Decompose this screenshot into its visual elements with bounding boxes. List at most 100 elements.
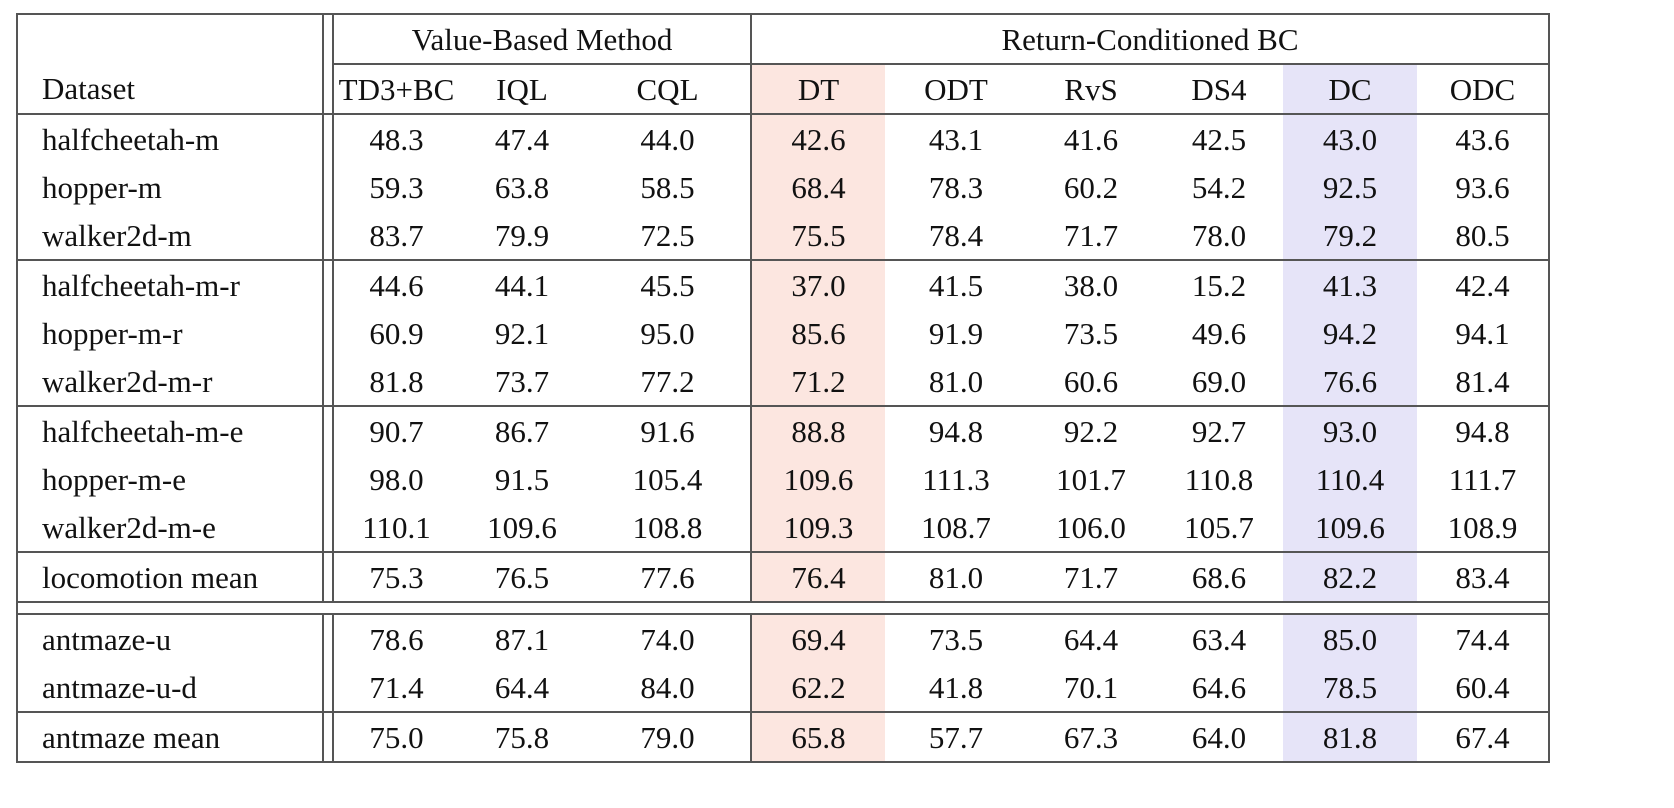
cell-td3bc: 75.0	[333, 711, 459, 763]
cell-rvs: 71.7	[1063, 217, 1119, 253]
cell-td3bc: 81.8	[369, 363, 424, 399]
table-row: locomotion mean 75.3 76.5 77.6 76.4 81.0 71.7 6…	[17, 551, 1549, 602]
cell-dt: 62.2	[750, 663, 885, 712]
table-block: halfcheetah-m-e 90.7 86.7 91.6 88.8 94.8 92.2 9…	[17, 405, 1549, 552]
table-row: walker2d-m-e 110.1 109.6 108.8 109.3 108.7 106…	[17, 503, 1549, 552]
cell-odc: 93.6	[1455, 169, 1510, 205]
cell-cql: 95.0	[640, 315, 695, 351]
row-dataset-name: halfcheetah-m	[17, 113, 323, 163]
cell-dt: 42.6	[750, 113, 885, 163]
cell-dt: 88.8	[750, 405, 885, 455]
cell-dt: 75.5	[750, 211, 885, 260]
cell-td3bc: 59.3	[369, 169, 424, 205]
cell-dc: 78.5	[1283, 663, 1417, 712]
table-row: walker2d-m-r 81.8 73.7 77.2 71.2 81.0 60.6 69.0…	[17, 357, 1549, 406]
cell-iql: 63.8	[494, 169, 550, 205]
cell-iql: 75.8	[459, 711, 585, 763]
cell-ds4: 110.8	[1184, 461, 1254, 497]
cell-dt: 68.4	[750, 163, 885, 211]
cell-iql: 47.4	[459, 113, 585, 163]
cell-rvs: 92.2	[1027, 405, 1155, 455]
table-row: antmaze-u 78.6 87.1 74.0 69.4 73.5 64.4 63.4 85.…	[17, 613, 1549, 663]
row-dataset-name: locomotion mean	[17, 551, 323, 602]
cell-rvs: 71.7	[1027, 551, 1155, 602]
cell-rvs: 106.0	[1056, 509, 1126, 545]
cell-ds4: 78.0	[1191, 217, 1247, 253]
column-header-dataset: Dataset	[42, 71, 135, 106]
cell-cql: 91.6	[585, 405, 751, 455]
cell-cql: 105.4	[632, 461, 703, 497]
cell-odc: 83.4	[1417, 551, 1549, 602]
table-block: halfcheetah-m-r 44.6 44.1 45.5 37.0 41.5 38.0 1…	[17, 259, 1549, 406]
cell-dc: 92.5	[1283, 163, 1417, 211]
cell-dt: 69.4	[750, 613, 885, 663]
cell-iql: 79.9	[494, 217, 550, 253]
cell-odt: 78.3	[928, 169, 984, 205]
row-dataset-name: hopper-m	[42, 169, 162, 205]
column-header-dt: DT	[750, 63, 885, 114]
column-header-dc: DC	[1283, 63, 1417, 114]
column-header-rvs: RvS	[1027, 63, 1155, 114]
cell-rvs: 70.1	[1063, 669, 1119, 705]
column-header-ds4: DS4	[1155, 63, 1283, 114]
cell-td3bc: 110.1	[362, 509, 431, 545]
cell-rvs: 60.6	[1063, 363, 1119, 399]
cell-odt: 41.8	[928, 669, 984, 705]
cell-odt: 108.7	[921, 509, 991, 545]
cell-odc: 81.4	[1455, 363, 1510, 399]
cell-dc: 82.2	[1283, 551, 1417, 602]
cell-td3bc: 90.7	[333, 405, 459, 455]
cell-odt: 43.1	[885, 113, 1027, 163]
cell-cql: 79.0	[585, 711, 751, 763]
cell-odt: 78.4	[928, 217, 984, 253]
cell-cql: 45.5	[585, 259, 751, 309]
cell-iql: 76.5	[459, 551, 585, 602]
cell-odc: 94.8	[1417, 405, 1549, 455]
table-row: antmaze-u-d 71.4 64.4 84.0 62.2 41.8 70.1 64.6 7…	[17, 663, 1549, 712]
row-dataset-name: antmaze mean	[17, 711, 323, 763]
cell-odt: 81.0	[885, 551, 1027, 602]
cell-dt: 71.2	[750, 357, 885, 406]
cell-odc: 80.5	[1455, 217, 1510, 253]
cell-ds4: 42.5	[1155, 113, 1283, 163]
cell-ds4: 15.2	[1155, 259, 1283, 309]
cell-odt: 81.0	[928, 363, 984, 399]
cell-td3bc: 83.7	[369, 217, 424, 253]
group-header-return-conditioned: Return-Conditioned BC	[750, 14, 1549, 64]
cell-odt: 111.3	[922, 461, 990, 497]
cell-odc: 94.1	[1455, 315, 1510, 351]
cell-ds4: 105.7	[1184, 509, 1254, 545]
cell-td3bc: 78.6	[333, 613, 459, 663]
cell-iql: 86.7	[459, 405, 585, 455]
cell-odt: 41.5	[885, 259, 1027, 309]
cell-iql: 44.1	[459, 259, 585, 309]
table-row: halfcheetah-m-r 44.6 44.1 45.5 37.0 41.5 38.0 1…	[17, 259, 1549, 309]
cell-dc: 93.0	[1283, 405, 1417, 455]
cell-dc: 109.6	[1283, 503, 1417, 552]
cell-rvs: 38.0	[1027, 259, 1155, 309]
cell-iql: 73.7	[494, 363, 550, 399]
cell-odc: 74.4	[1417, 613, 1549, 663]
cell-dc: 110.4	[1283, 455, 1417, 503]
cell-td3bc: 60.9	[369, 315, 424, 351]
cell-iql: 91.5	[494, 461, 550, 497]
cell-td3bc: 44.6	[333, 259, 459, 309]
cell-td3bc: 75.3	[333, 551, 459, 602]
cell-dt: 109.3	[750, 503, 885, 552]
table-row: walker2d-m 83.7 79.9 72.5 75.5 78.4 71.7 78.0 79…	[17, 211, 1549, 260]
cell-cql: 72.5	[640, 217, 695, 253]
cell-cql: 108.8	[632, 509, 703, 545]
row-dataset-name: walker2d-m	[42, 217, 192, 253]
cell-iql: 87.1	[459, 613, 585, 663]
column-header-iql: IQL	[459, 63, 585, 114]
column-header-odc: ODC	[1417, 63, 1549, 114]
cell-rvs: 60.2	[1063, 169, 1119, 205]
block-gap	[17, 601, 1549, 614]
cell-ds4: 64.0	[1155, 711, 1283, 763]
cell-odt: 94.8	[885, 405, 1027, 455]
results-table-container: Value-Based Method Return-Conditioned BC…	[16, 13, 1550, 763]
table-row: hopper-m-e 98.0 91.5 105.4 109.6 111.3 101.7 11…	[17, 455, 1549, 503]
cell-odt: 57.7	[885, 711, 1027, 763]
table-block: locomotion mean 75.3 76.5 77.6 76.4 81.0 71.7 6…	[17, 551, 1549, 602]
table-block: antmaze-u 78.6 87.1 74.0 69.4 73.5 64.4 63.4 85.…	[17, 601, 1549, 712]
